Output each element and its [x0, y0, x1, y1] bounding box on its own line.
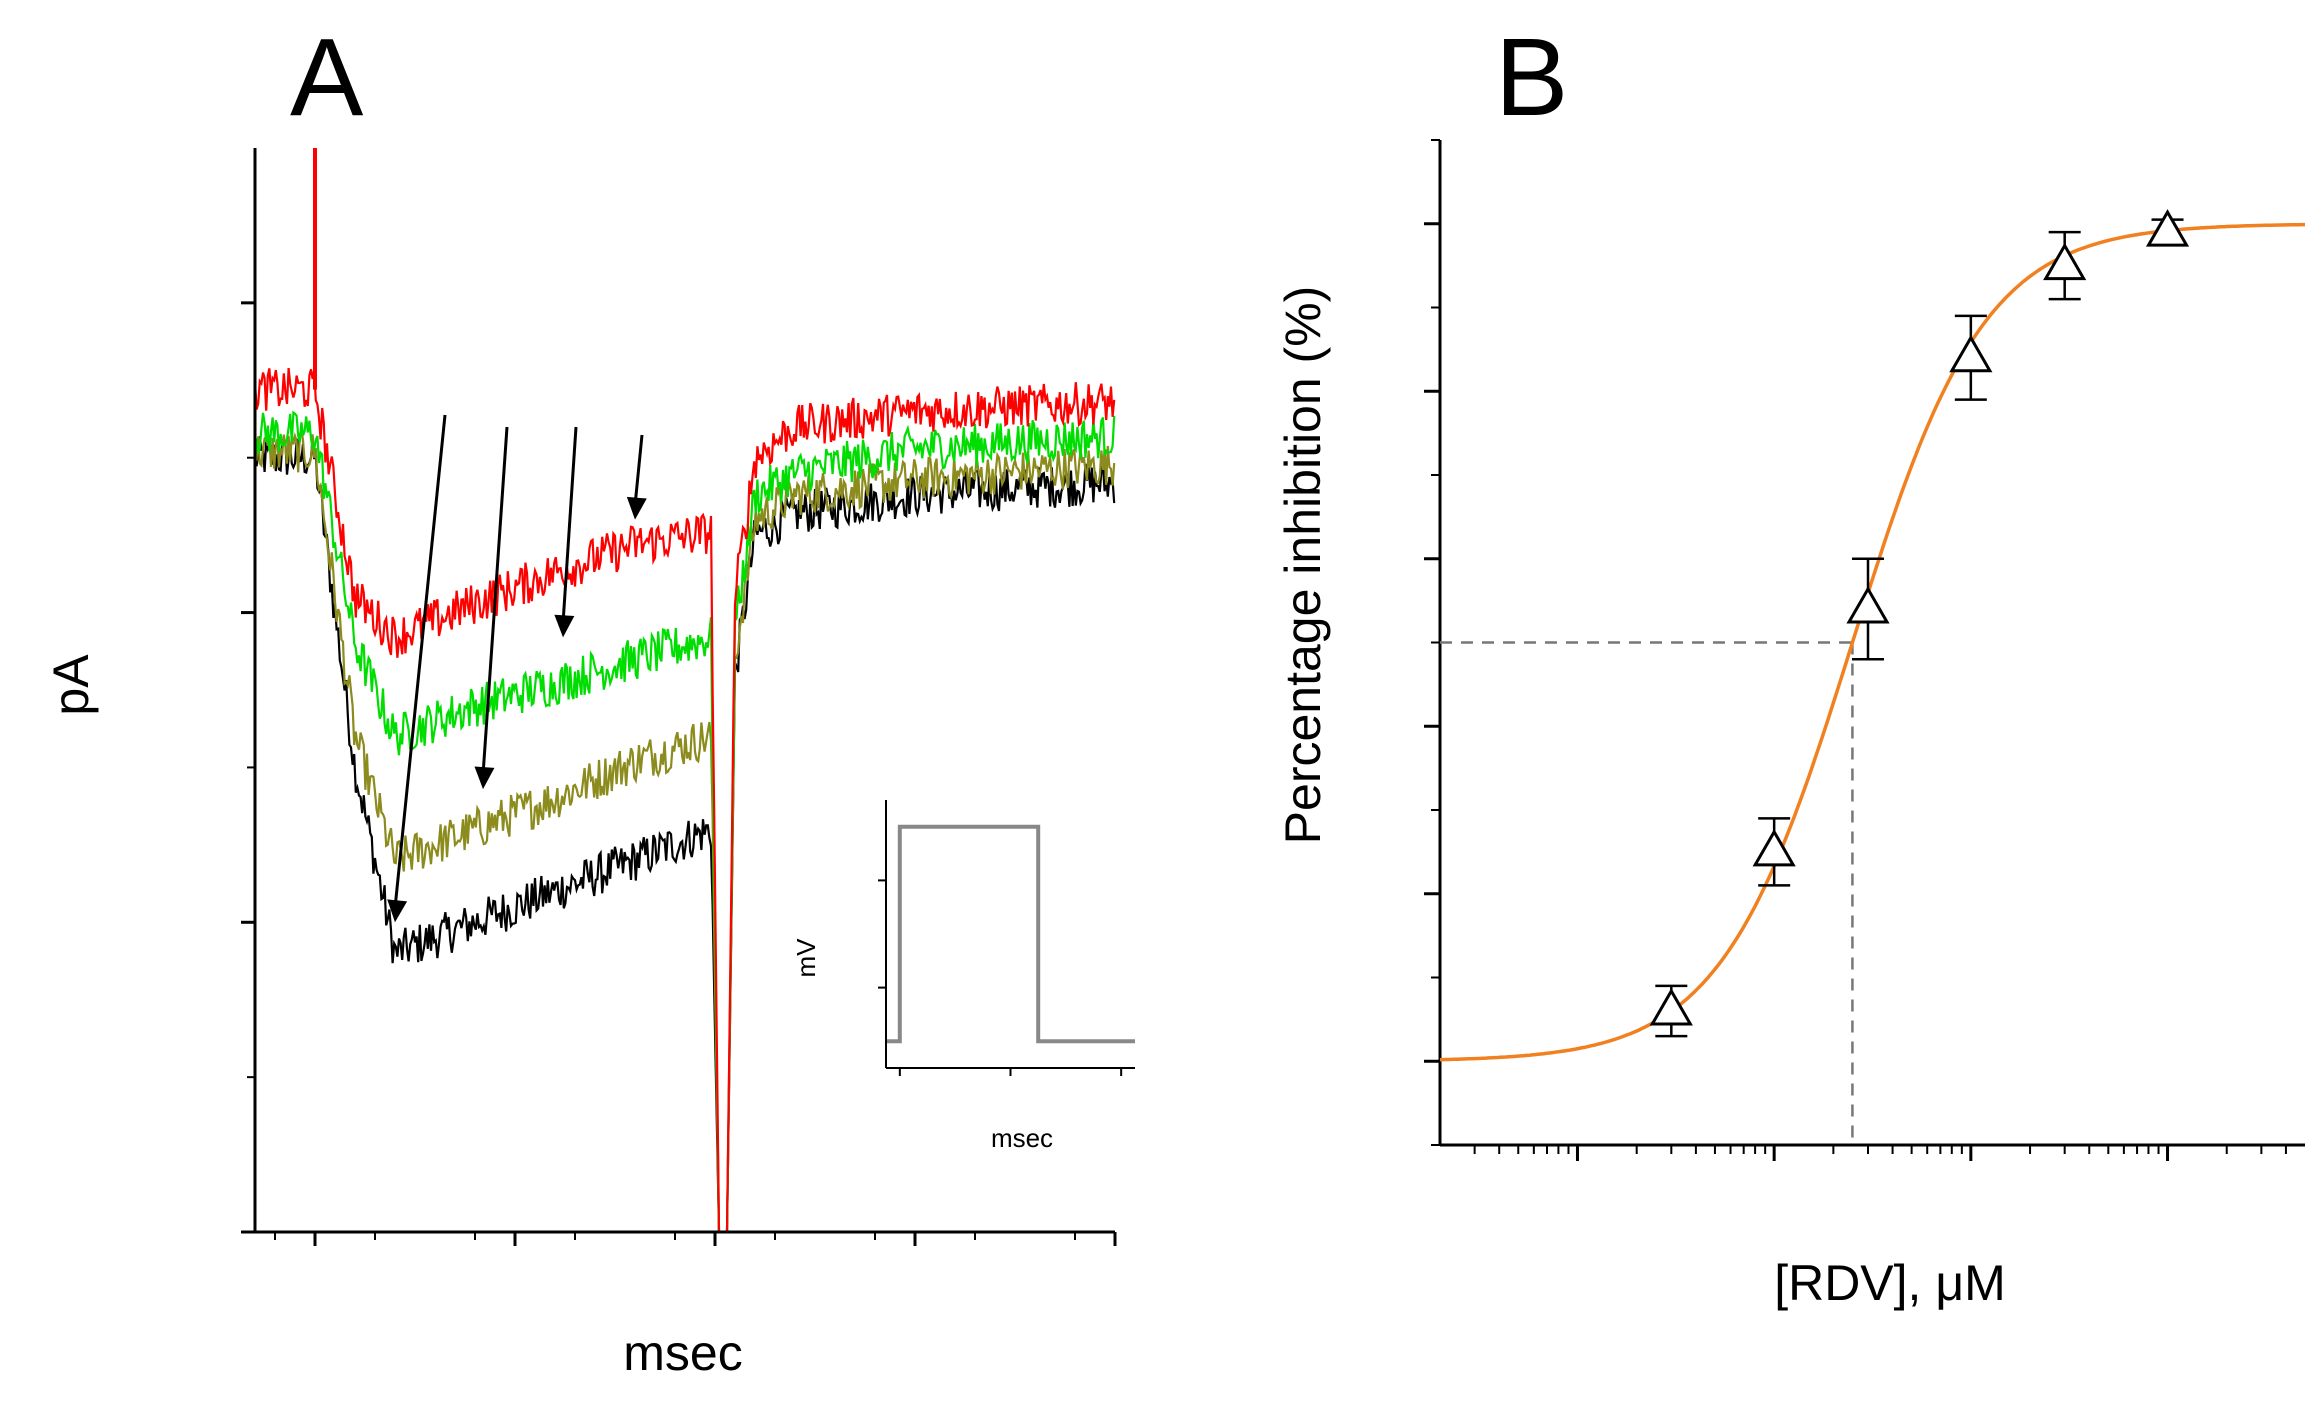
arrow-head-2	[474, 766, 495, 790]
trace-2	[254, 429, 1116, 1234]
panel-b-axes	[1424, 139, 2305, 1161]
inset-voltage-trace	[886, 824, 1135, 1044]
data-point-triangle	[2145, 209, 2190, 247]
trace-4	[253, 367, 1116, 1234]
data-point-triangle	[2043, 242, 2087, 281]
arrow-line-1	[393, 414, 447, 909]
panel-b-xlabel: [RDV], μM	[1774, 1255, 2006, 1311]
arrow-head-3	[554, 614, 575, 638]
trace-3	[253, 410, 1116, 1234]
panel-a-inset: mV msec	[791, 800, 1135, 1153]
panel-a-traces	[253, 148, 1116, 1234]
arrow-line-4	[633, 434, 644, 506]
data-point-triangle	[1846, 585, 1890, 624]
panel-b-label: B	[1495, 16, 1568, 139]
arrow-head-4	[626, 496, 647, 520]
data-point-triangle	[1649, 987, 1693, 1026]
panel-a-arrows	[387, 414, 647, 923]
panel-a-label: A	[290, 16, 364, 139]
panel-a-chart: pA msec mV msec	[43, 148, 1135, 1381]
trace-1	[253, 436, 1116, 1234]
data-point-triangle	[1752, 828, 1796, 867]
panel-a-xlabel: msec	[623, 1325, 742, 1381]
panel-b-plot	[1439, 209, 2305, 1145]
data-point-triangle	[1949, 334, 1993, 373]
arrow-head-1	[387, 899, 408, 923]
inset-ylabel: mV	[791, 938, 821, 978]
arrow-line-3	[561, 426, 578, 624]
inset-axes	[878, 800, 1135, 1076]
inset-xlabel: msec	[991, 1123, 1053, 1153]
panel-b-ylabel: Percentage inhibition (%)	[1275, 286, 1331, 845]
panel-a-ylabel: pA	[43, 654, 99, 716]
panel-a-axes	[241, 148, 1117, 1246]
panel-b-chart: Percentage inhibition (%) [RDV], μM	[1275, 139, 2305, 1311]
arrow-line-2	[481, 426, 509, 776]
